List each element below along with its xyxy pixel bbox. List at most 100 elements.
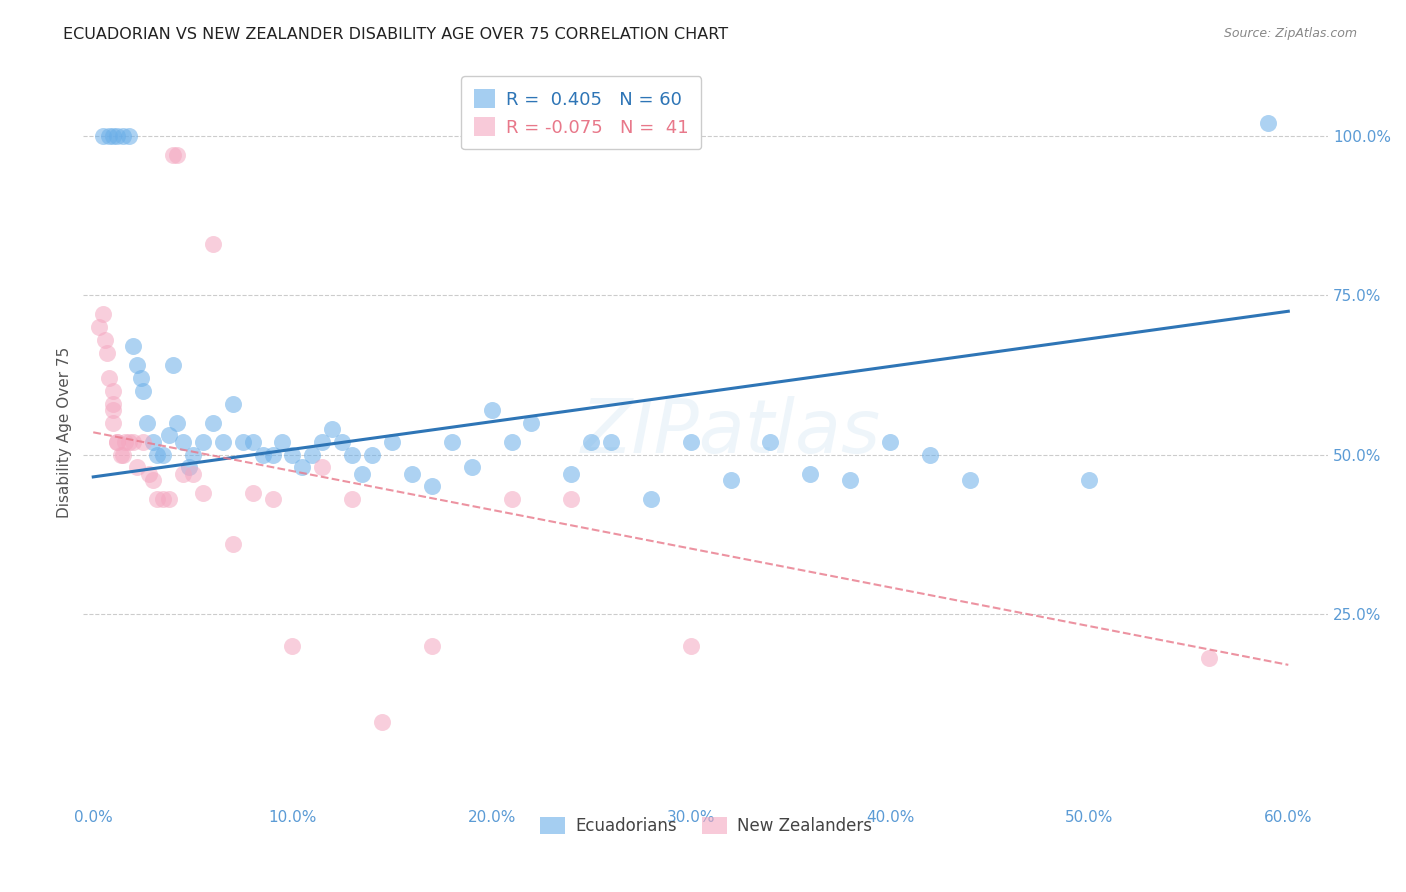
Point [114,434,136,449]
Point [481,403,503,417]
Point [181,467,204,481]
Point [311,460,333,475]
Point [371,715,394,730]
Point [172,434,194,449]
Point [136,416,159,430]
Point [1078,473,1101,487]
Point [381,434,404,449]
Point [918,448,941,462]
Point [520,416,543,430]
Point [242,434,264,449]
Point [211,434,233,449]
Point [291,460,314,475]
Point [401,467,423,481]
Point [118,434,141,449]
Point [98,129,121,144]
Point [221,537,243,551]
Point [799,467,821,481]
Point [352,467,374,481]
Point [262,492,284,507]
Point [129,371,152,385]
Point [1257,116,1279,130]
Point [181,448,204,462]
Point [560,492,582,507]
Point [101,129,124,144]
Point [162,359,184,373]
Point [146,448,169,462]
Point [340,492,363,507]
Y-axis label: Disability Age Over 75: Disability Age Over 75 [58,347,72,518]
Point [600,434,623,449]
Point [959,473,981,487]
Point [122,339,145,353]
Point [201,416,224,430]
Point [330,434,353,449]
Point [361,448,384,462]
Point [101,416,124,430]
Point [142,473,165,487]
Point [94,333,117,347]
Point [221,397,243,411]
Point [311,434,333,449]
Point [142,434,165,449]
Point [281,448,304,462]
Point [91,129,114,144]
Point [679,639,702,653]
Point [157,428,180,442]
Point [679,434,702,449]
Point [138,467,160,481]
Point [122,434,145,449]
Point [96,345,118,359]
Point [105,129,128,144]
Point [242,485,264,500]
Point [501,492,523,507]
Point [157,492,180,507]
Point [720,473,742,487]
Point [105,434,128,449]
Text: Source: ZipAtlas.com: Source: ZipAtlas.com [1223,27,1357,40]
Point [89,320,111,334]
Point [759,434,782,449]
Point [420,639,443,653]
Point [501,434,523,449]
Point [340,448,363,462]
Point [271,434,294,449]
Point [132,434,155,449]
Point [1198,651,1220,665]
Point [152,492,174,507]
Point [839,473,862,487]
Point [98,371,121,385]
Point [232,434,254,449]
Point [560,467,582,481]
Point [162,148,184,162]
Point [301,448,323,462]
Point [166,416,188,430]
Point [110,448,132,462]
Point [252,448,274,462]
Point [420,479,443,493]
Point [321,422,343,436]
Point [460,460,482,475]
Point [177,460,200,475]
Point [101,384,124,398]
Point [191,434,214,449]
Point [125,359,148,373]
Point [579,434,602,449]
Point [125,460,148,475]
Point [132,384,155,398]
Point [112,448,135,462]
Point [172,467,194,481]
Point [118,129,141,144]
Point [166,148,188,162]
Point [440,434,463,449]
Point [281,639,304,653]
Point [191,485,214,500]
Point [152,448,174,462]
Legend: Ecuadorians, New Zealanders: Ecuadorians, New Zealanders [530,807,882,845]
Text: ZIPatlas: ZIPatlas [581,396,880,468]
Point [262,448,284,462]
Point [201,237,224,252]
Point [112,129,135,144]
Point [101,397,124,411]
Point [91,308,114,322]
